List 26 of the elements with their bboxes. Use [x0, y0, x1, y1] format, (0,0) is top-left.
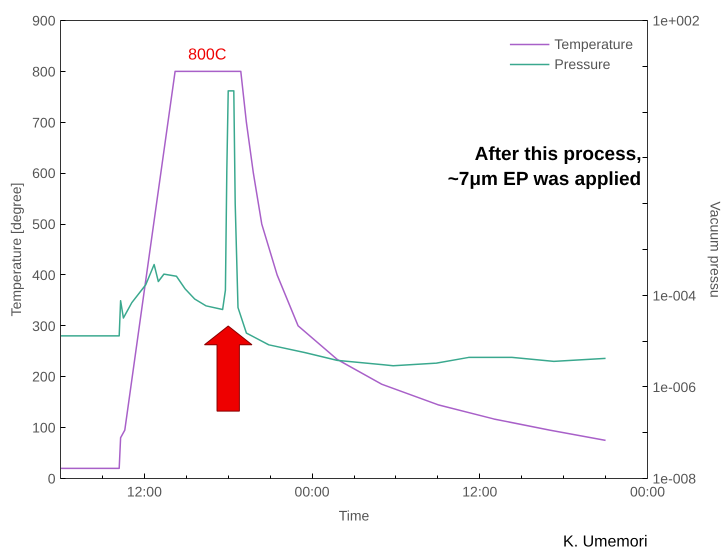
y2-tick-label: 1e+002 [652, 12, 700, 28]
y-tick-label: 100 [32, 420, 56, 436]
x-tick-label: 00:00 [294, 484, 330, 500]
legend-label: Pressure [554, 56, 610, 72]
y-tick-label: 0 [48, 470, 56, 486]
y-tick-label: 300 [32, 318, 56, 334]
annotation: After this process, ~7μm EP was applied [448, 144, 642, 190]
x-axis-title: Time [338, 508, 370, 524]
x-tick-label: 12:00 [126, 484, 162, 500]
y-tick-label: 700 [32, 114, 56, 130]
y2-tick-label: 1e-004 [652, 287, 696, 304]
y-axis-title: Temperature [degree] [8, 182, 24, 316]
y-tick-label: 900 [32, 12, 56, 28]
legend-label: Temperature [554, 36, 633, 52]
y-tick-label: 200 [32, 368, 56, 385]
y2-tick-label: 1e-008 [652, 470, 696, 486]
annotation: 800C [188, 46, 226, 64]
y-tick-label: 600 [32, 165, 56, 182]
y-tick-label: 400 [32, 266, 56, 283]
x-tick-label: 12:00 [462, 484, 498, 500]
y2-axis-title: Vacuum pressu [708, 201, 724, 298]
y2-tick-label: 1e-006 [652, 378, 696, 395]
y-tick-label: 800 [32, 63, 56, 80]
x-tick-label: 00:00 [630, 484, 666, 500]
y-tick-label: 500 [32, 216, 56, 232]
text: K. Umemori [563, 534, 648, 550]
